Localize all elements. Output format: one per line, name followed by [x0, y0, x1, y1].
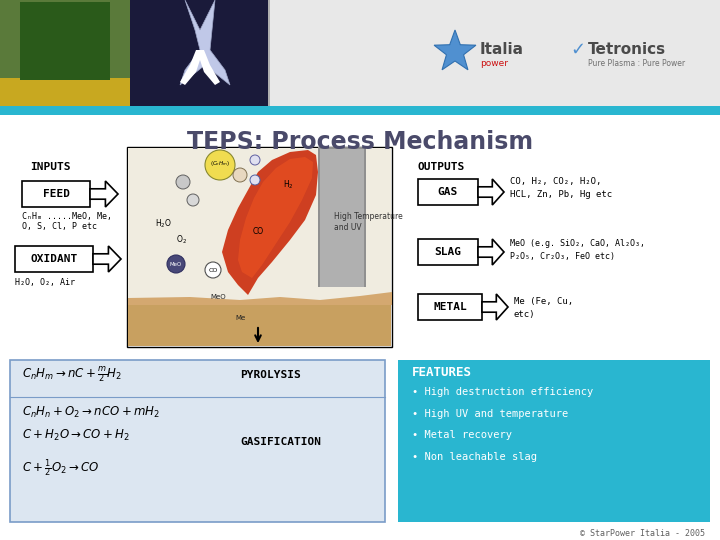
Text: MeO: MeO: [170, 261, 182, 267]
Polygon shape: [478, 239, 504, 265]
Polygon shape: [180, 0, 230, 85]
Text: MeO (e.g. SiO₂, CaO, Al₂O₃,
P₂O₅, Cr₂O₃, FeO etc): MeO (e.g. SiO₂, CaO, Al₂O₃, P₂O₅, Cr₂O₃,…: [510, 239, 645, 261]
Text: ✓: ✓: [570, 41, 585, 59]
Text: CₙHₘ .....MeO, Me,
O, S, Cl, P etc: CₙHₘ .....MeO, Me, O, S, Cl, P etc: [22, 212, 112, 232]
Bar: [418, 239, 478, 265]
Text: $C + \frac{1}{2}O_2 \rightarrow CO$: $C + \frac{1}{2}O_2 \rightarrow CO$: [22, 457, 99, 479]
Text: O$_2$: O$_2$: [176, 234, 186, 246]
Bar: [318, 147, 366, 287]
Circle shape: [205, 150, 235, 180]
Text: CO, H₂, CO₂, H₂O,
HCL, Zn, Pb, Hg etc: CO, H₂, CO₂, H₂O, HCL, Zn, Pb, Hg etc: [510, 177, 612, 199]
Text: Pure Plasma : Pure Power: Pure Plasma : Pure Power: [588, 58, 685, 68]
Polygon shape: [222, 150, 318, 295]
Circle shape: [176, 175, 190, 189]
Text: SLAG: SLAG: [434, 247, 462, 257]
Bar: [20, 2, 110, 80]
Polygon shape: [128, 292, 392, 305]
Circle shape: [250, 175, 260, 185]
Circle shape: [167, 255, 185, 273]
Polygon shape: [90, 181, 118, 207]
Text: H$_2$O: H$_2$O: [155, 218, 171, 230]
Text: INPUTS: INPUTS: [30, 162, 71, 172]
Bar: [0, 106, 720, 115]
Text: FEATURES: FEATURES: [412, 366, 472, 379]
Bar: [128, 148, 391, 346]
Text: METAL: METAL: [433, 302, 467, 312]
Bar: [127, 147, 392, 347]
Bar: [10, 360, 385, 522]
Bar: [128, 301, 391, 346]
Text: • Non leachable slag: • Non leachable slag: [412, 452, 537, 462]
Text: OXIDANT: OXIDANT: [30, 254, 78, 264]
Circle shape: [187, 194, 199, 206]
Text: $C_nH_n + O_2 \rightarrow nCO + mH_2$: $C_nH_n + O_2 \rightarrow nCO + mH_2$: [22, 404, 160, 420]
Polygon shape: [238, 157, 313, 278]
Bar: [0, 0, 720, 108]
Text: MeO: MeO: [210, 294, 226, 300]
Text: Me (Fe, Cu,
etc): Me (Fe, Cu, etc): [514, 297, 573, 319]
Text: Tetronics: Tetronics: [588, 43, 666, 57]
Text: • High UV and temperature: • High UV and temperature: [412, 409, 568, 419]
Text: GASIFICATION: GASIFICATION: [240, 437, 321, 447]
Text: CO: CO: [253, 227, 264, 237]
Polygon shape: [482, 294, 508, 320]
Text: $C_nH_m \rightarrow nC + \frac{m}{2}H_2$: $C_nH_m \rightarrow nC + \frac{m}{2}H_2$: [22, 366, 122, 384]
Text: $(C_nH_m)$: $(C_nH_m)$: [210, 159, 230, 168]
Text: • Metal recovery: • Metal recovery: [412, 430, 512, 440]
Text: FEED: FEED: [42, 189, 70, 199]
Text: © StarPower Italia - 2005: © StarPower Italia - 2005: [580, 529, 705, 537]
Text: High Temperature
and UV: High Temperature and UV: [334, 212, 402, 232]
Text: • High destruction efficiency: • High destruction efficiency: [412, 387, 593, 397]
Bar: [0, 78, 130, 108]
Bar: [398, 360, 710, 522]
Text: OUTPUTS: OUTPUTS: [418, 162, 465, 172]
Circle shape: [205, 262, 221, 278]
Polygon shape: [93, 246, 121, 272]
Bar: [268, 0, 270, 108]
Circle shape: [233, 168, 247, 182]
Text: PYROLYSIS: PYROLYSIS: [240, 370, 301, 380]
Polygon shape: [180, 50, 220, 85]
Text: Me: Me: [235, 315, 245, 321]
Polygon shape: [478, 179, 504, 205]
Text: power: power: [480, 58, 508, 68]
Polygon shape: [434, 30, 476, 70]
Text: H₂O, O₂, Air: H₂O, O₂, Air: [15, 278, 75, 287]
Circle shape: [250, 155, 260, 165]
Text: CO: CO: [208, 267, 217, 273]
Text: H$_2$: H$_2$: [283, 179, 293, 191]
Text: GAS: GAS: [438, 187, 458, 197]
Bar: [130, 0, 270, 108]
Bar: [15, 246, 93, 272]
Bar: [0, 115, 720, 540]
Bar: [0, 0, 130, 108]
Bar: [418, 294, 482, 320]
Text: TEPS: Process Mechanism: TEPS: Process Mechanism: [187, 130, 533, 154]
Bar: [418, 179, 478, 205]
Text: $C + H_2O \rightarrow CO + H_2$: $C + H_2O \rightarrow CO + H_2$: [22, 428, 130, 443]
Text: Italia: Italia: [480, 43, 524, 57]
Bar: [320, 149, 364, 287]
Bar: [22, 181, 90, 207]
